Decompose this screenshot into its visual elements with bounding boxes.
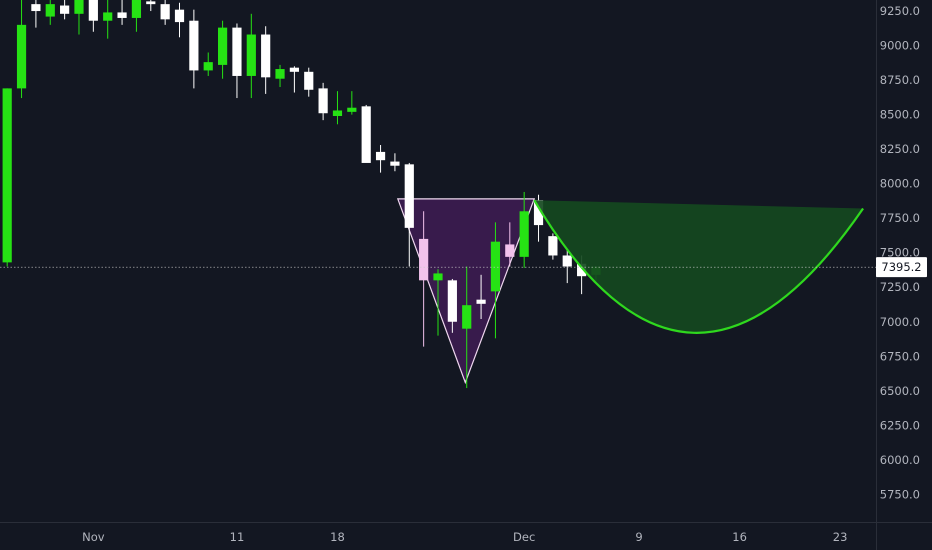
time-tick-label: 16 (732, 530, 747, 544)
triangle-pattern (396, 198, 536, 385)
price-tick-label: 9000.0 (880, 39, 920, 53)
candle-body (390, 161, 400, 166)
candle-body (562, 255, 572, 267)
candle-body (577, 263, 587, 277)
candles-layer (2, 0, 601, 389)
time-tick-label: 18 (330, 530, 345, 544)
cup-fill (534, 200, 864, 333)
candle-body (318, 88, 328, 114)
price-tick-label: 6250.0 (880, 418, 920, 432)
candle-body (16, 24, 27, 89)
candle-body (404, 164, 414, 228)
price-tick-label: 7750.0 (880, 211, 920, 225)
candle-body (146, 1, 156, 5)
price-tick-label: 7000.0 (880, 315, 920, 329)
price-tick-label: 5750.0 (880, 487, 920, 501)
cup-curve (533, 199, 864, 334)
price-tick-label: 8000.0 (880, 177, 920, 191)
current-price-badge-bg (876, 257, 927, 278)
candle-body (375, 151, 386, 161)
candle-body (189, 20, 199, 71)
candle-body (433, 273, 443, 281)
candle-body (88, 0, 98, 21)
candle-body (519, 211, 529, 257)
candle-body (447, 280, 457, 322)
candle-body (304, 71, 314, 90)
candle-body (45, 4, 55, 17)
price-tick-label: 7500.0 (880, 246, 920, 260)
candle-body (160, 4, 170, 20)
time-tick-label: 11 (230, 530, 245, 544)
candle-body (232, 27, 242, 76)
candle-body (548, 236, 558, 256)
candle-body (217, 27, 228, 65)
time-tick-label: Nov (82, 530, 105, 544)
candle-body (246, 34, 256, 76)
candle-body (203, 62, 213, 71)
current-price-badge: 7395.2 (876, 257, 927, 278)
candle-body (505, 244, 515, 257)
candle-body (289, 67, 299, 72)
candle-body (490, 241, 501, 292)
cup-pattern-layer (533, 199, 864, 334)
triangle-pattern-layer (396, 198, 536, 385)
candle-body (332, 110, 343, 116)
candle-body (174, 9, 185, 23)
price-tick-label: 6750.0 (880, 349, 920, 363)
time-tick-label: Dec (513, 530, 535, 544)
price-tick-label: 8500.0 (880, 108, 920, 122)
price-tick-label: 6500.0 (880, 384, 920, 398)
price-tick-label: 6000.0 (880, 453, 920, 467)
candle-body (31, 4, 41, 12)
price-tick-label: 8750.0 (880, 73, 920, 87)
candle-body (462, 305, 472, 329)
candle-body (60, 5, 70, 14)
candle-body (117, 12, 127, 18)
candle-body (131, 0, 142, 18)
candle-body (275, 69, 285, 79)
price-tick-label: 8250.0 (880, 142, 920, 156)
candle-body (347, 107, 357, 112)
candle-body (103, 12, 113, 21)
candle-body (74, 0, 84, 14)
price-tick-label: 7250.0 (880, 280, 920, 294)
time-axis[interactable]: Nov1118Dec916232020 (82, 530, 932, 544)
time-tick-label: 23 (833, 530, 848, 544)
current-price-label: 7395.2 (881, 260, 921, 274)
candle-body (419, 238, 429, 281)
candle-body (533, 200, 544, 226)
candle-body (476, 299, 486, 304)
candle-body (361, 106, 371, 163)
time-tick-label: 9 (635, 530, 642, 544)
price-axis[interactable]: 9250.0 9000.0 8750.0 8500.0 8250.0 8000.0 7750… (880, 4, 920, 501)
candle-body (261, 34, 271, 78)
candle-body (2, 88, 12, 263)
price-tick-label: 9250.0 (880, 4, 920, 18)
